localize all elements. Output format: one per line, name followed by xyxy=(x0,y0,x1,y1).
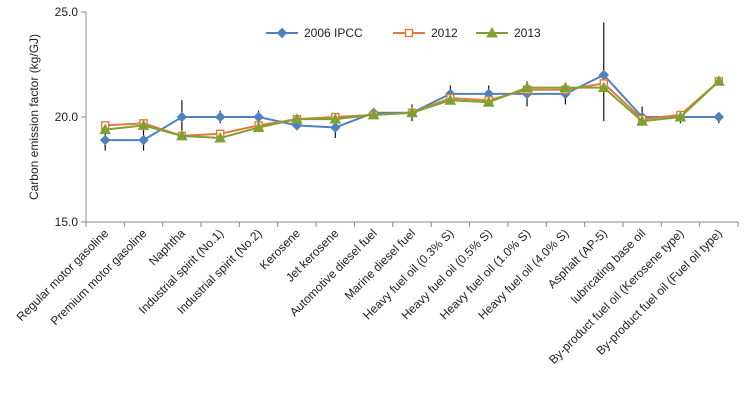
data-point-2013 xyxy=(444,94,457,105)
data-point-2013 xyxy=(214,131,227,143)
data-point-2013 xyxy=(99,123,112,135)
data-point-2013 xyxy=(291,113,303,124)
legend-marker xyxy=(404,28,414,38)
data-point-2013 xyxy=(367,108,380,120)
data-point-2013 xyxy=(406,106,418,118)
data-point-2013 xyxy=(137,119,150,130)
x-tick-label: Marine diesel fuel xyxy=(342,226,418,302)
data-point-2013 xyxy=(252,121,265,132)
data-point-2006-ipcc xyxy=(713,111,725,123)
data-point-2006-ipcc xyxy=(176,111,188,123)
data-point-2006-ipcc xyxy=(99,134,111,146)
data-point-2006-ipcc xyxy=(215,111,226,123)
y-tick-label: 25.0 xyxy=(55,5,79,19)
series-2013 xyxy=(99,75,725,143)
data-point-2013 xyxy=(521,81,533,93)
legend-item-2006-ipcc: 2006 IPCC xyxy=(266,26,363,40)
legend-label: 2006 IPCC xyxy=(304,26,363,40)
data-point-2006-ipcc xyxy=(330,122,341,133)
chart-legend: 2006 IPCC 2012 2013 xyxy=(266,26,541,40)
legend-label: 2013 xyxy=(514,26,541,40)
legend-item-2012: 2012 xyxy=(393,26,458,40)
data-point-2006-ipcc xyxy=(138,134,149,146)
y-tick-label: 15.0 xyxy=(55,215,79,229)
data-point-2013 xyxy=(329,113,342,124)
chart-series xyxy=(99,69,725,146)
data-point-2013 xyxy=(559,81,572,93)
legend-item-2013: 2013 xyxy=(476,26,541,40)
data-point-2013 xyxy=(674,110,687,122)
legend-marker xyxy=(276,27,288,39)
data-point-2013 xyxy=(636,115,648,126)
data-point-2013 xyxy=(482,96,495,107)
data-point-2013 xyxy=(597,81,610,93)
legend-label: 2012 xyxy=(431,26,458,40)
error-bars xyxy=(104,22,720,151)
legend-marker xyxy=(486,26,498,38)
data-point-2013 xyxy=(176,129,188,141)
y-axis-title: Carbon emission factor (kg/GJ) xyxy=(27,34,41,200)
data-point-2013 xyxy=(712,75,725,86)
y-tick-label: 20.0 xyxy=(55,110,79,124)
data-point-2006-ipcc xyxy=(253,111,264,123)
